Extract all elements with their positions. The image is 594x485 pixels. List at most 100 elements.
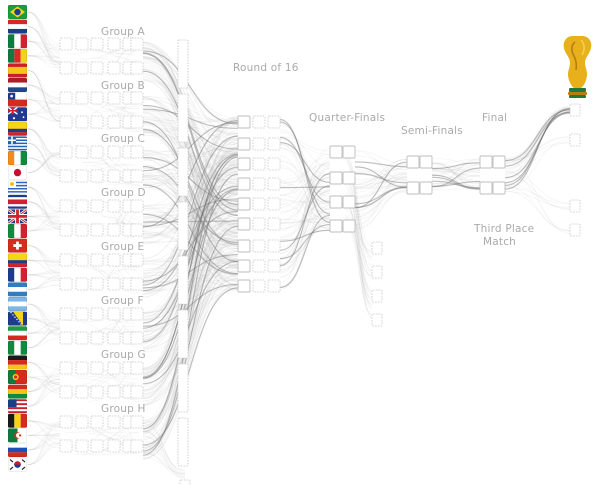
group-g-slot[interactable]	[90, 361, 104, 375]
round-of-16-slot[interactable]	[252, 177, 266, 191]
group-c-advance-slot[interactable]	[177, 147, 189, 197]
champion-slot[interactable]	[569, 199, 581, 213]
group-d-slot[interactable]	[59, 199, 73, 213]
group-f-slot[interactable]	[59, 307, 73, 321]
group-f-advance-slot[interactable]	[177, 309, 189, 359]
champion-slot[interactable]	[569, 223, 581, 237]
group-e-slot[interactable]	[59, 253, 73, 267]
group-g-slot[interactable]	[75, 385, 89, 399]
group-f-slot[interactable]	[75, 331, 89, 345]
group-f-slot[interactable]	[130, 331, 144, 345]
group-c-slot[interactable]	[75, 145, 89, 159]
semi-final-slot[interactable]	[406, 155, 420, 169]
round-of-16-slot[interactable]	[237, 279, 251, 293]
group-a-slot[interactable]	[59, 61, 73, 75]
quarter-final-slot[interactable]	[342, 195, 356, 209]
group-f-slot[interactable]	[107, 331, 121, 345]
group-g-advance-slot[interactable]	[177, 363, 189, 413]
group-a-slot[interactable]	[130, 61, 144, 75]
group-f-slot[interactable]	[59, 331, 73, 345]
round-of-16-slot[interactable]	[252, 157, 266, 171]
quarter-final-loser-slot[interactable]	[371, 313, 383, 327]
group-g-slot[interactable]	[130, 361, 144, 375]
group-f-slot[interactable]	[90, 307, 104, 321]
group-c-slot[interactable]	[130, 169, 144, 183]
group-h-slot[interactable]	[90, 415, 104, 429]
group-h-slot[interactable]	[90, 439, 104, 453]
group-g-slot[interactable]	[59, 385, 73, 399]
group-a-slot[interactable]	[75, 37, 89, 51]
round-of-16-slot[interactable]	[267, 239, 281, 253]
group-c-slot[interactable]	[59, 169, 73, 183]
group-e-slot[interactable]	[90, 253, 104, 267]
quarter-final-slot[interactable]	[342, 171, 356, 185]
group-a-slot[interactable]	[130, 37, 144, 51]
group-h-slot[interactable]	[75, 439, 89, 453]
group-g-slot[interactable]	[59, 361, 73, 375]
round-of-16-slot[interactable]	[267, 259, 281, 273]
quarter-final-slot[interactable]	[342, 145, 356, 159]
group-e-slot[interactable]	[75, 277, 89, 291]
group-a-slot[interactable]	[90, 61, 104, 75]
group-b-slot[interactable]	[130, 115, 144, 129]
round-of-16-slot[interactable]	[267, 177, 281, 191]
round-of-16-slot[interactable]	[179, 479, 191, 485]
group-d-slot[interactable]	[130, 199, 144, 213]
round-of-16-slot[interactable]	[237, 217, 251, 231]
group-b-slot[interactable]	[130, 91, 144, 105]
group-g-slot[interactable]	[90, 385, 104, 399]
final-slot[interactable]	[479, 181, 493, 195]
group-f-slot[interactable]	[130, 307, 144, 321]
group-e-slot[interactable]	[59, 277, 73, 291]
quarter-final-loser-slot[interactable]	[371, 289, 383, 303]
round-of-16-slot[interactable]	[252, 259, 266, 273]
group-d-slot[interactable]	[59, 223, 73, 237]
group-h-slot[interactable]	[130, 439, 144, 453]
round-of-16-slot[interactable]	[237, 137, 251, 151]
group-f-slot[interactable]	[90, 331, 104, 345]
group-b-slot[interactable]	[59, 91, 73, 105]
round-of-16-slot[interactable]	[252, 137, 266, 151]
champion-slot[interactable]	[569, 133, 581, 147]
round-of-16-slot[interactable]	[252, 279, 266, 293]
group-e-slot[interactable]	[130, 277, 144, 291]
round-of-16-slot[interactable]	[237, 239, 251, 253]
group-g-slot[interactable]	[107, 361, 121, 375]
round-of-16-slot[interactable]	[252, 197, 266, 211]
group-g-slot[interactable]	[107, 385, 121, 399]
quarter-final-slot[interactable]	[329, 145, 343, 159]
round-of-16-slot[interactable]	[252, 115, 266, 129]
round-of-16-slot[interactable]	[237, 157, 251, 171]
semi-final-slot[interactable]	[406, 181, 420, 195]
quarter-final-loser-slot[interactable]	[371, 241, 383, 255]
group-e-slot[interactable]	[107, 277, 121, 291]
round-of-16-slot[interactable]	[267, 137, 281, 151]
group-e-advance-slot[interactable]	[177, 255, 189, 305]
group-a-slot[interactable]	[107, 37, 121, 51]
group-a-slot[interactable]	[90, 37, 104, 51]
group-e-slot[interactable]	[90, 277, 104, 291]
group-a-slot[interactable]	[59, 37, 73, 51]
group-f-slot[interactable]	[107, 307, 121, 321]
group-b-slot[interactable]	[90, 115, 104, 129]
group-a-slot[interactable]	[107, 61, 121, 75]
quarter-final-slot[interactable]	[329, 219, 343, 233]
group-d-advance-slot[interactable]	[177, 201, 189, 251]
group-d-slot[interactable]	[107, 199, 121, 213]
quarter-final-slot[interactable]	[329, 171, 343, 185]
round-of-16-slot[interactable]	[267, 217, 281, 231]
group-b-slot[interactable]	[75, 91, 89, 105]
final-slot[interactable]	[492, 181, 506, 195]
group-d-slot[interactable]	[90, 223, 104, 237]
group-b-slot[interactable]	[75, 115, 89, 129]
group-f-slot[interactable]	[75, 307, 89, 321]
quarter-final-slot[interactable]	[329, 195, 343, 209]
group-c-slot[interactable]	[90, 145, 104, 159]
group-h-slot[interactable]	[107, 439, 121, 453]
group-b-slot[interactable]	[107, 91, 121, 105]
quarter-final-loser-slot[interactable]	[371, 265, 383, 279]
final-slot[interactable]	[479, 155, 493, 169]
round-of-16-slot[interactable]	[237, 197, 251, 211]
group-g-slot[interactable]	[130, 385, 144, 399]
quarter-final-slot[interactable]	[342, 219, 356, 233]
